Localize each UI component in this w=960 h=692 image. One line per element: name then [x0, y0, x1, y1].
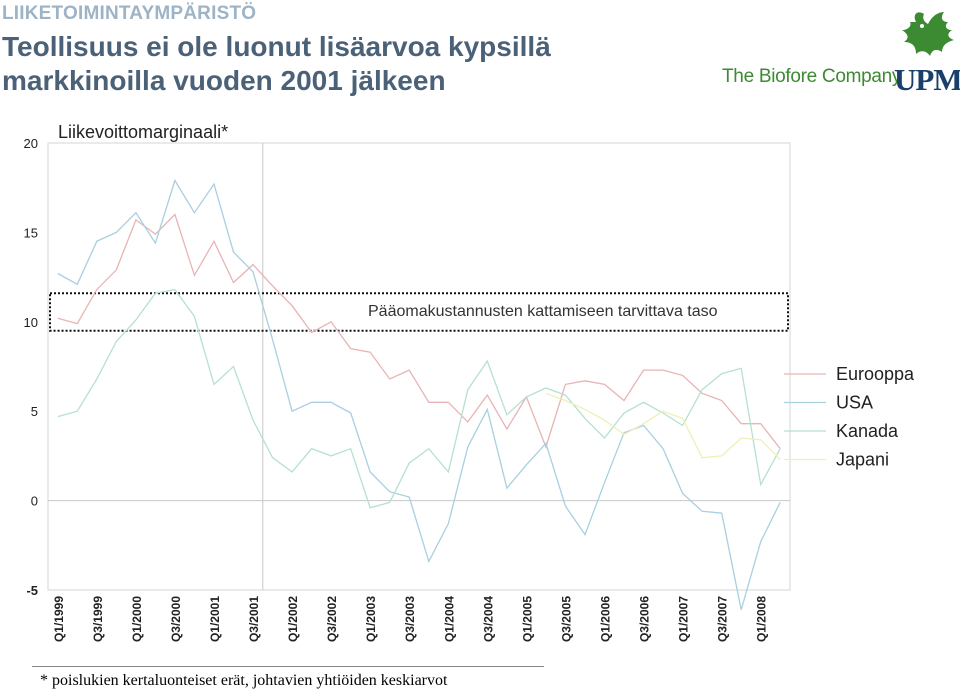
- x-tick-label: Q3/2002: [325, 596, 339, 642]
- legend-label: Kanada: [836, 421, 899, 441]
- x-tick-label: Q3/2004: [481, 596, 495, 642]
- y-tick-label: -5: [26, 583, 38, 598]
- y-tick-label: 10: [24, 315, 38, 330]
- x-tick-label: Q3/2001: [247, 596, 261, 642]
- plot-frame: [47, 142, 791, 591]
- x-tick-label: Q3/2006: [638, 596, 652, 642]
- x-tick-label: Q1/2003: [364, 596, 378, 642]
- x-tick-label: Q1/2001: [208, 596, 222, 642]
- section-label: LIIKETOIMINTAYMPÄRISTÖ: [2, 3, 257, 24]
- x-tick-label: Q3/2000: [169, 596, 183, 642]
- x-tick-label: Q3/2007: [716, 596, 730, 642]
- footnote: * poislukien kertaluonteiset erät, johta…: [40, 672, 448, 689]
- logo-brand: UPM: [894, 62, 960, 97]
- y-tick-label: 20: [24, 136, 38, 151]
- x-tick-label: Q3/1999: [91, 596, 105, 642]
- x-tick-label: Q1/1999: [52, 596, 66, 642]
- series-line-usa: [57, 178, 781, 610]
- x-tick-label: Q1/2007: [677, 596, 691, 642]
- y-tick-label: 5: [31, 404, 38, 419]
- threshold-annotation: Pääomakustannusten kattamiseen tarvittav…: [368, 303, 718, 320]
- x-tick-label: Q1/2000: [130, 596, 144, 642]
- x-tick-label: Q1/2004: [442, 596, 456, 642]
- series-line-japani: [545, 392, 781, 460]
- x-tick-label: Q1/2008: [755, 596, 769, 642]
- y-tick-label: 15: [24, 225, 38, 240]
- y-tick-labels: 20 15 10 5 0 -5: [24, 136, 38, 598]
- y-tick-label: 0: [31, 494, 38, 509]
- series-line-kanada: [57, 288, 781, 509]
- x-tick-label: Q1/2005: [520, 596, 534, 642]
- company-logo: The Biofore Company UPM: [718, 8, 960, 97]
- x-tick-label: Q1/2006: [599, 596, 613, 642]
- x-tick-labels: Q1/1999 Q3/1999 Q1/2000 Q3/2000 Q1/2001 Q3/20…: [52, 596, 769, 642]
- legend-label: Japani: [836, 450, 889, 470]
- series-lines: [57, 178, 781, 610]
- logo-tagline: The Biofore Company: [722, 66, 902, 87]
- upm-griffin-icon: [902, 12, 954, 56]
- page-title-line1: Teollisuus ei ole luonut lisäarvoa kypsi…: [2, 31, 551, 62]
- legend-label: Eurooppa: [836, 364, 915, 384]
- series-line-eurooppa: [57, 213, 781, 450]
- threshold-band-box: [49, 292, 789, 332]
- chart-title: Liikevoittomarginaali*: [58, 122, 228, 142]
- footnote-divider: [32, 666, 544, 667]
- page-title: Teollisuus ei ole luonut lisäarvoa kypsi…: [2, 30, 682, 98]
- chart-legend: Eurooppa USA Kanada Japani: [784, 364, 915, 470]
- chart-axes: [47, 142, 791, 591]
- x-tick-label: Q1/2002: [286, 596, 300, 642]
- x-tick-label: Q3/2005: [559, 596, 573, 642]
- legend-label: USA: [836, 393, 873, 413]
- threshold-band: [49, 292, 789, 332]
- x-tick-label: Q3/2003: [403, 596, 417, 642]
- page-title-line2: markkinoilla vuoden 2001 jälkeen: [2, 65, 446, 96]
